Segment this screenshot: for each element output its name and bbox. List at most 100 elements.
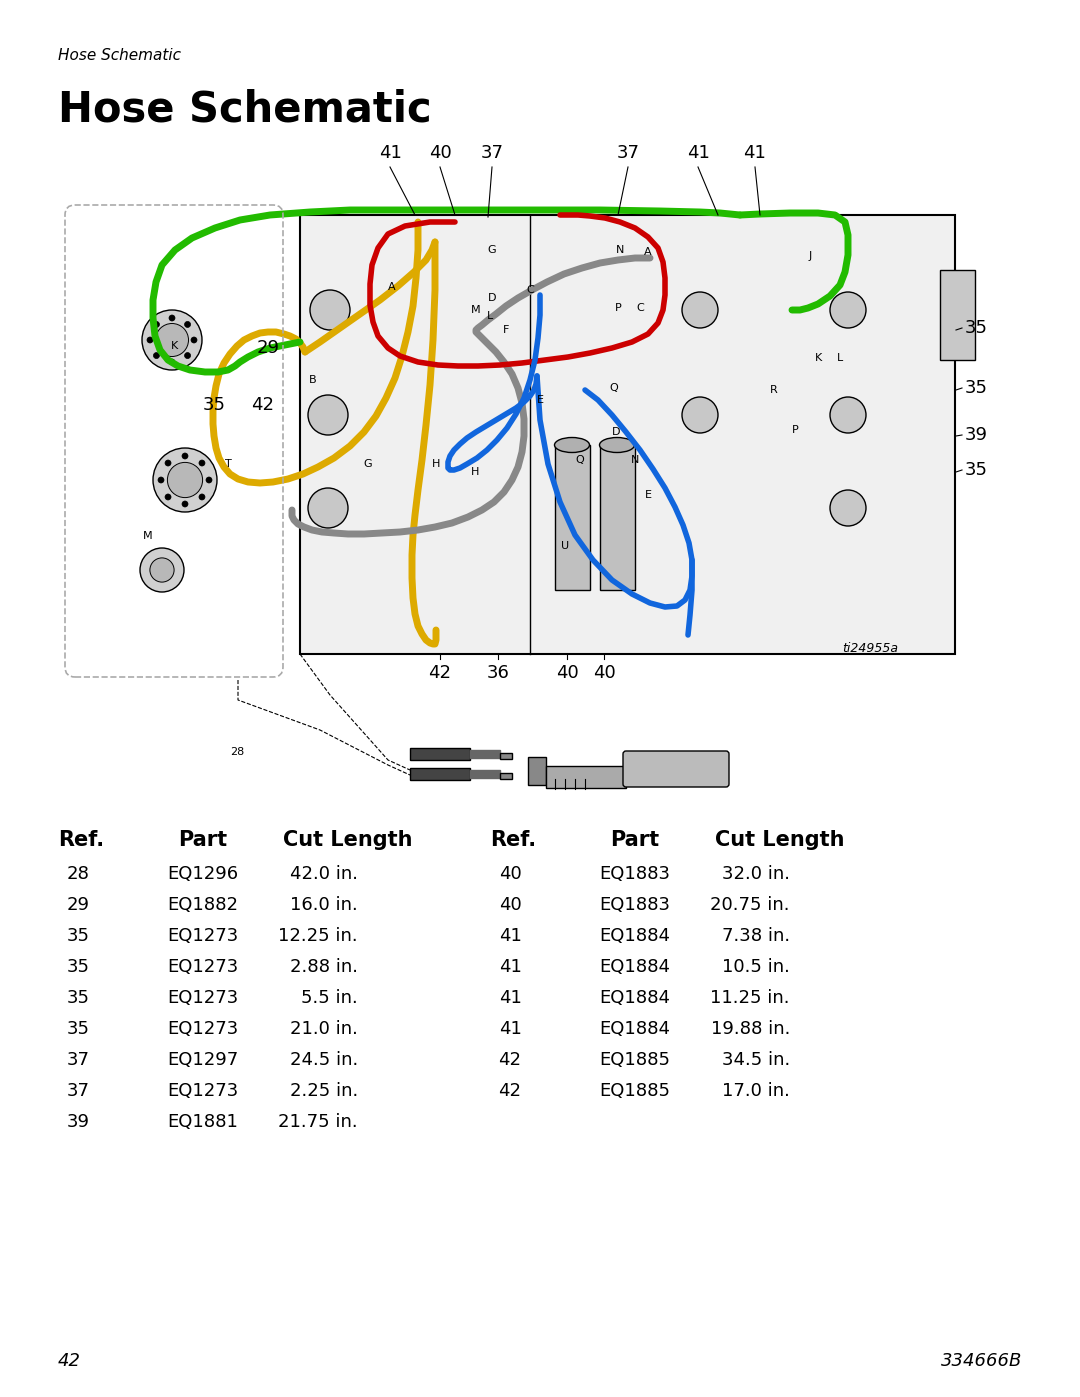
Text: EQ1883: EQ1883 — [599, 865, 671, 883]
Text: 10.5 in.: 10.5 in. — [723, 958, 789, 977]
Text: 37: 37 — [617, 144, 639, 162]
Text: 11.25 in.: 11.25 in. — [711, 989, 789, 1007]
Text: 17.0 in.: 17.0 in. — [723, 1083, 789, 1099]
Text: K: K — [814, 353, 822, 363]
Text: M: M — [144, 531, 152, 541]
Circle shape — [158, 476, 164, 483]
Bar — [600, 446, 635, 590]
Text: 42: 42 — [499, 1083, 522, 1099]
Text: 32.0 in.: 32.0 in. — [723, 865, 789, 883]
Text: Hose Schematic: Hose Schematic — [58, 88, 432, 130]
Text: EQ1884: EQ1884 — [599, 989, 671, 1007]
Text: 35: 35 — [67, 1020, 90, 1038]
Circle shape — [681, 292, 718, 328]
Text: 21.75 in.: 21.75 in. — [279, 1113, 357, 1132]
Text: 2.25 in.: 2.25 in. — [289, 1083, 357, 1099]
Text: N: N — [631, 455, 639, 465]
Text: 35: 35 — [203, 395, 226, 414]
Text: EQ1882: EQ1882 — [167, 895, 239, 914]
Text: 42.0 in.: 42.0 in. — [291, 865, 357, 883]
Text: 40: 40 — [499, 865, 522, 883]
Bar — [410, 747, 470, 760]
Text: EQ1296: EQ1296 — [167, 865, 239, 883]
Text: Cut Length: Cut Length — [283, 830, 413, 849]
Text: 42: 42 — [252, 395, 274, 414]
Text: 41: 41 — [687, 144, 710, 162]
Text: ti24955a: ti24955a — [842, 641, 897, 655]
Text: 29: 29 — [67, 895, 90, 914]
Text: 41: 41 — [743, 144, 767, 162]
Text: J: J — [808, 251, 812, 261]
Text: Part: Part — [178, 830, 228, 849]
Text: 42: 42 — [429, 664, 451, 682]
Text: D: D — [611, 427, 620, 437]
Text: EQ1885: EQ1885 — [599, 1051, 671, 1069]
Circle shape — [831, 490, 866, 527]
Text: 7.38 in.: 7.38 in. — [721, 928, 789, 944]
Text: H: H — [432, 460, 441, 469]
Bar — [940, 270, 975, 360]
Text: 5.5 in.: 5.5 in. — [301, 989, 357, 1007]
Text: C: C — [526, 285, 534, 295]
Circle shape — [199, 495, 205, 500]
Text: 21.0 in.: 21.0 in. — [291, 1020, 357, 1038]
Text: Q: Q — [576, 455, 584, 465]
Text: EQ1273: EQ1273 — [167, 928, 239, 944]
Text: 41: 41 — [499, 958, 522, 977]
Circle shape — [681, 397, 718, 433]
Text: G: G — [364, 460, 373, 469]
Text: A: A — [388, 282, 395, 292]
Circle shape — [185, 321, 190, 327]
Circle shape — [140, 548, 184, 592]
Text: 35: 35 — [966, 461, 988, 479]
Text: 37: 37 — [67, 1083, 90, 1099]
Circle shape — [831, 397, 866, 433]
Text: 334666B: 334666B — [941, 1352, 1022, 1370]
Text: 41: 41 — [499, 928, 522, 944]
Text: 42: 42 — [58, 1352, 81, 1370]
Circle shape — [308, 395, 348, 434]
Circle shape — [150, 557, 174, 583]
Text: 19.88 in.: 19.88 in. — [711, 1020, 789, 1038]
FancyBboxPatch shape — [500, 773, 512, 780]
Text: 28: 28 — [67, 865, 90, 883]
Text: P: P — [792, 425, 798, 434]
Text: L: L — [837, 353, 843, 363]
Bar — [470, 750, 500, 759]
Text: H: H — [471, 467, 480, 476]
Text: 40: 40 — [593, 664, 616, 682]
Text: C: C — [636, 303, 644, 313]
FancyBboxPatch shape — [528, 757, 546, 785]
Ellipse shape — [599, 437, 635, 453]
Text: R: R — [770, 386, 778, 395]
Text: Q: Q — [609, 383, 619, 393]
Text: 39: 39 — [67, 1113, 90, 1132]
Text: 37: 37 — [481, 144, 503, 162]
Circle shape — [831, 292, 866, 328]
Text: 20.75 in.: 20.75 in. — [711, 895, 789, 914]
Bar — [300, 215, 955, 654]
Circle shape — [191, 337, 197, 344]
Text: D: D — [488, 293, 496, 303]
Circle shape — [183, 453, 188, 460]
Text: Part: Part — [610, 830, 660, 849]
Text: Ref.: Ref. — [58, 830, 104, 849]
Circle shape — [199, 460, 205, 467]
Text: Cut Length: Cut Length — [715, 830, 845, 849]
Text: 41: 41 — [379, 144, 402, 162]
Text: 37: 37 — [67, 1051, 90, 1069]
Bar — [546, 766, 626, 788]
Text: 40: 40 — [499, 895, 522, 914]
Circle shape — [206, 476, 212, 483]
Circle shape — [156, 324, 189, 356]
Circle shape — [167, 462, 203, 497]
Circle shape — [183, 502, 188, 507]
Text: EQ1273: EQ1273 — [167, 958, 239, 977]
Text: EQ1273: EQ1273 — [167, 1083, 239, 1099]
Bar — [555, 446, 590, 590]
Text: U: U — [561, 541, 569, 550]
Text: M: M — [471, 305, 481, 314]
Circle shape — [153, 321, 160, 327]
Text: 16.0 in.: 16.0 in. — [291, 895, 357, 914]
Text: E: E — [645, 490, 651, 500]
